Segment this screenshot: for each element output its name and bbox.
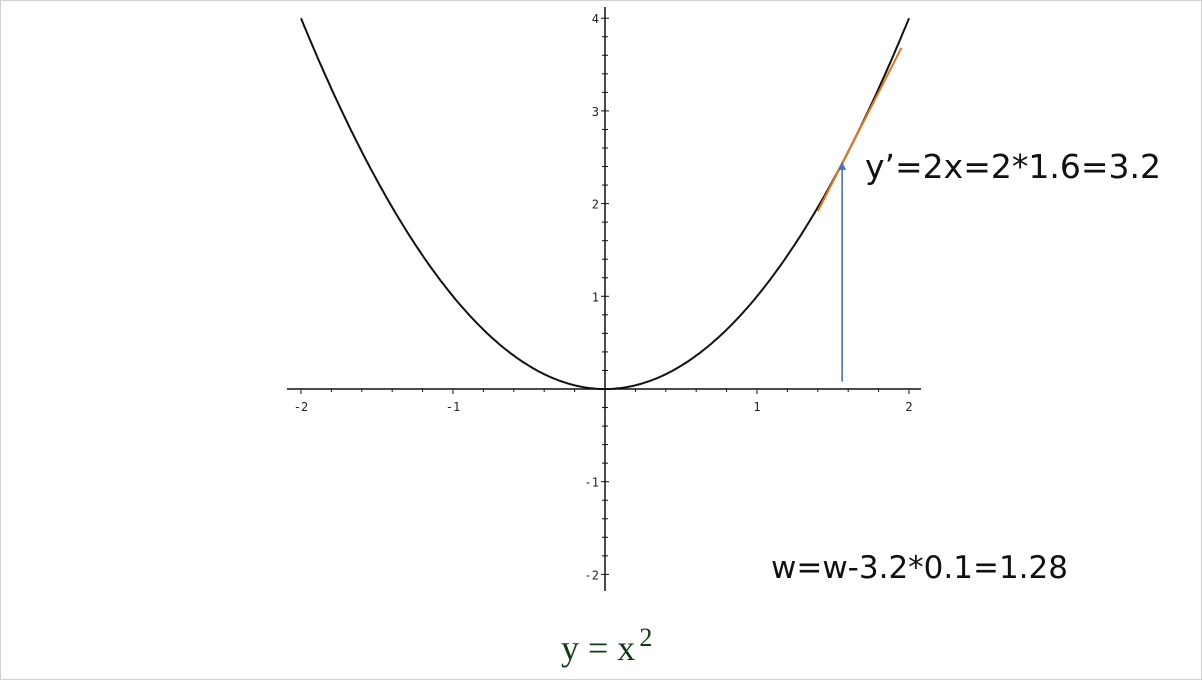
x-tick-label: -1 [446, 400, 460, 414]
derivative-annotation: y’=2x=2*1.6=3.2 [865, 147, 1161, 186]
y-tick-label: -2 [585, 568, 599, 582]
y-tick-label: -1 [585, 476, 599, 490]
x-tick-label: 1 [753, 400, 760, 414]
x-tick-label: -2 [294, 400, 308, 414]
update-annotation: w=w-3.2*0.1=1.28 [771, 550, 1068, 586]
y-tick-label: 2 [592, 198, 599, 212]
y-tick-label: 1 [592, 290, 599, 304]
y-tick-label: 4 [592, 12, 599, 26]
tangent-line [816, 47, 903, 212]
caption-exponent: 2 [639, 623, 653, 652]
caption-base: y = x [561, 628, 636, 668]
gradient-arrow-head [838, 161, 847, 170]
parabola-curve [300, 17, 910, 390]
y-tick-label: 3 [592, 105, 599, 119]
x-tick-label: 2 [905, 400, 912, 414]
